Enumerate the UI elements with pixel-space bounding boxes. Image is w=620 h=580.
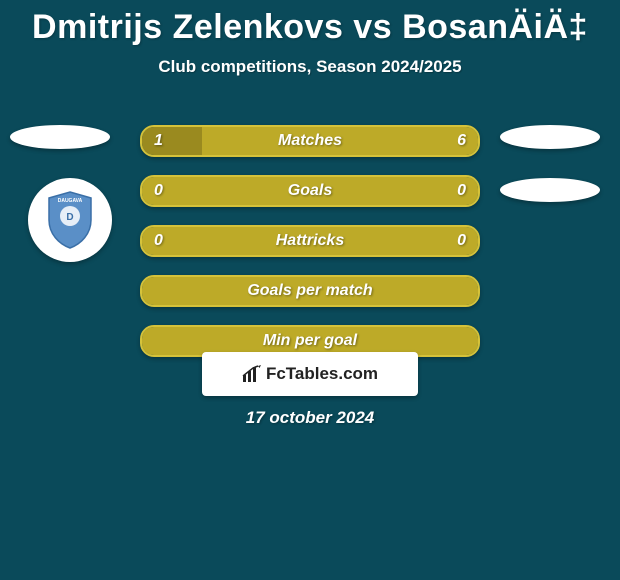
bar-right-value: 6 <box>445 127 478 155</box>
page-subtitle: Club competitions, Season 2024/2025 <box>0 57 620 77</box>
bar-label: Matches <box>142 127 478 155</box>
bar-label: Min per goal <box>142 327 478 355</box>
bar-label: Goals <box>142 177 478 205</box>
bar-left-value: 1 <box>142 127 175 155</box>
stat-bar-goals: 0 Goals 0 <box>140 175 480 207</box>
player-photo-placeholder-left <box>10 125 110 149</box>
bar-label: Hattricks <box>142 227 478 255</box>
stat-bar-matches: 1 Matches 6 <box>140 125 480 157</box>
brand-label: FcTables.com <box>266 364 378 384</box>
shield-icon: D DAUGAVA <box>45 190 95 250</box>
date-label: 17 october 2024 <box>0 408 620 428</box>
player-photo-placeholder-right-1 <box>500 125 600 149</box>
bar-right-value: 0 <box>445 177 478 205</box>
stat-bar-goals-per-match: Goals per match <box>140 275 480 307</box>
comparison-infographic: Dmitrijs Zelenkovs vs BosanÄiÄ‡ Club com… <box>0 0 620 580</box>
stat-bar-hattricks: 0 Hattricks 0 <box>140 225 480 257</box>
brand-badge: FcTables.com <box>202 352 418 396</box>
bar-right-value: 0 <box>445 227 478 255</box>
stat-bars: 1 Matches 6 0 Goals 0 0 Hattricks 0 Goal… <box>140 125 480 375</box>
player-photo-placeholder-right-2 <box>500 178 600 202</box>
club-badge: D DAUGAVA <box>28 178 112 262</box>
page-title: Dmitrijs Zelenkovs vs BosanÄiÄ‡ <box>0 0 620 47</box>
stat-bar-min-per-goal: Min per goal <box>140 325 480 357</box>
bar-left-value: 0 <box>142 227 175 255</box>
svg-text:D: D <box>66 212 73 223</box>
brand-text: FcTables.com <box>242 364 378 384</box>
bar-label: Goals per match <box>142 277 478 305</box>
svg-text:DAUGAVA: DAUGAVA <box>58 198 83 204</box>
chart-icon <box>242 365 262 383</box>
bar-left-value: 0 <box>142 177 175 205</box>
